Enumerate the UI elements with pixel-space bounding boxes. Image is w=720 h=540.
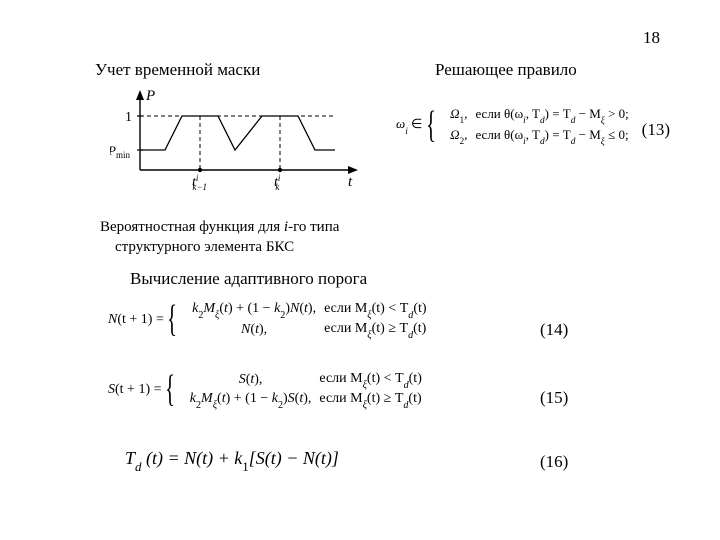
page-number: 18 — [643, 28, 660, 48]
y-axis-label: P — [145, 88, 155, 104]
equation-16: Td (t) = N(t) + k1[S(t) − N(t)] — [125, 448, 339, 473]
equation-15: S(t + 1) = { S(t), если Mξ(t) < Td(t) k2… — [108, 370, 427, 410]
probability-graph: P 1 Pmin tik−1 tik t — [110, 88, 370, 198]
x-axis-label: t — [348, 174, 353, 190]
heading-threshold: Вычисление адаптивного порога — [130, 269, 367, 289]
heading-mask: Учет временной маски — [95, 60, 260, 80]
equation-13-number: (13) — [642, 120, 670, 140]
equation-15-number: (15) — [540, 388, 568, 408]
y-tick-pmin: Pmin — [110, 143, 130, 160]
x-tick-1: tik−1 — [192, 173, 207, 192]
graph-caption: Вероятностная функция для i-го типа стру… — [100, 217, 339, 258]
equation-13: ωi ∈ { Ω1, если θ(ωi, Td) = Td − Mξ > 0;… — [396, 105, 634, 146]
equation-16-number: (16) — [540, 452, 568, 472]
heading-rule: Решающее правило — [435, 60, 577, 80]
equation-14: N(t + 1) = { k2Mξ(t) + (1 − k2)N(t), есл… — [108, 300, 432, 340]
y-tick-1: 1 — [125, 110, 132, 125]
equation-14-number: (14) — [540, 320, 568, 340]
x-tick-2: tik — [274, 173, 281, 192]
